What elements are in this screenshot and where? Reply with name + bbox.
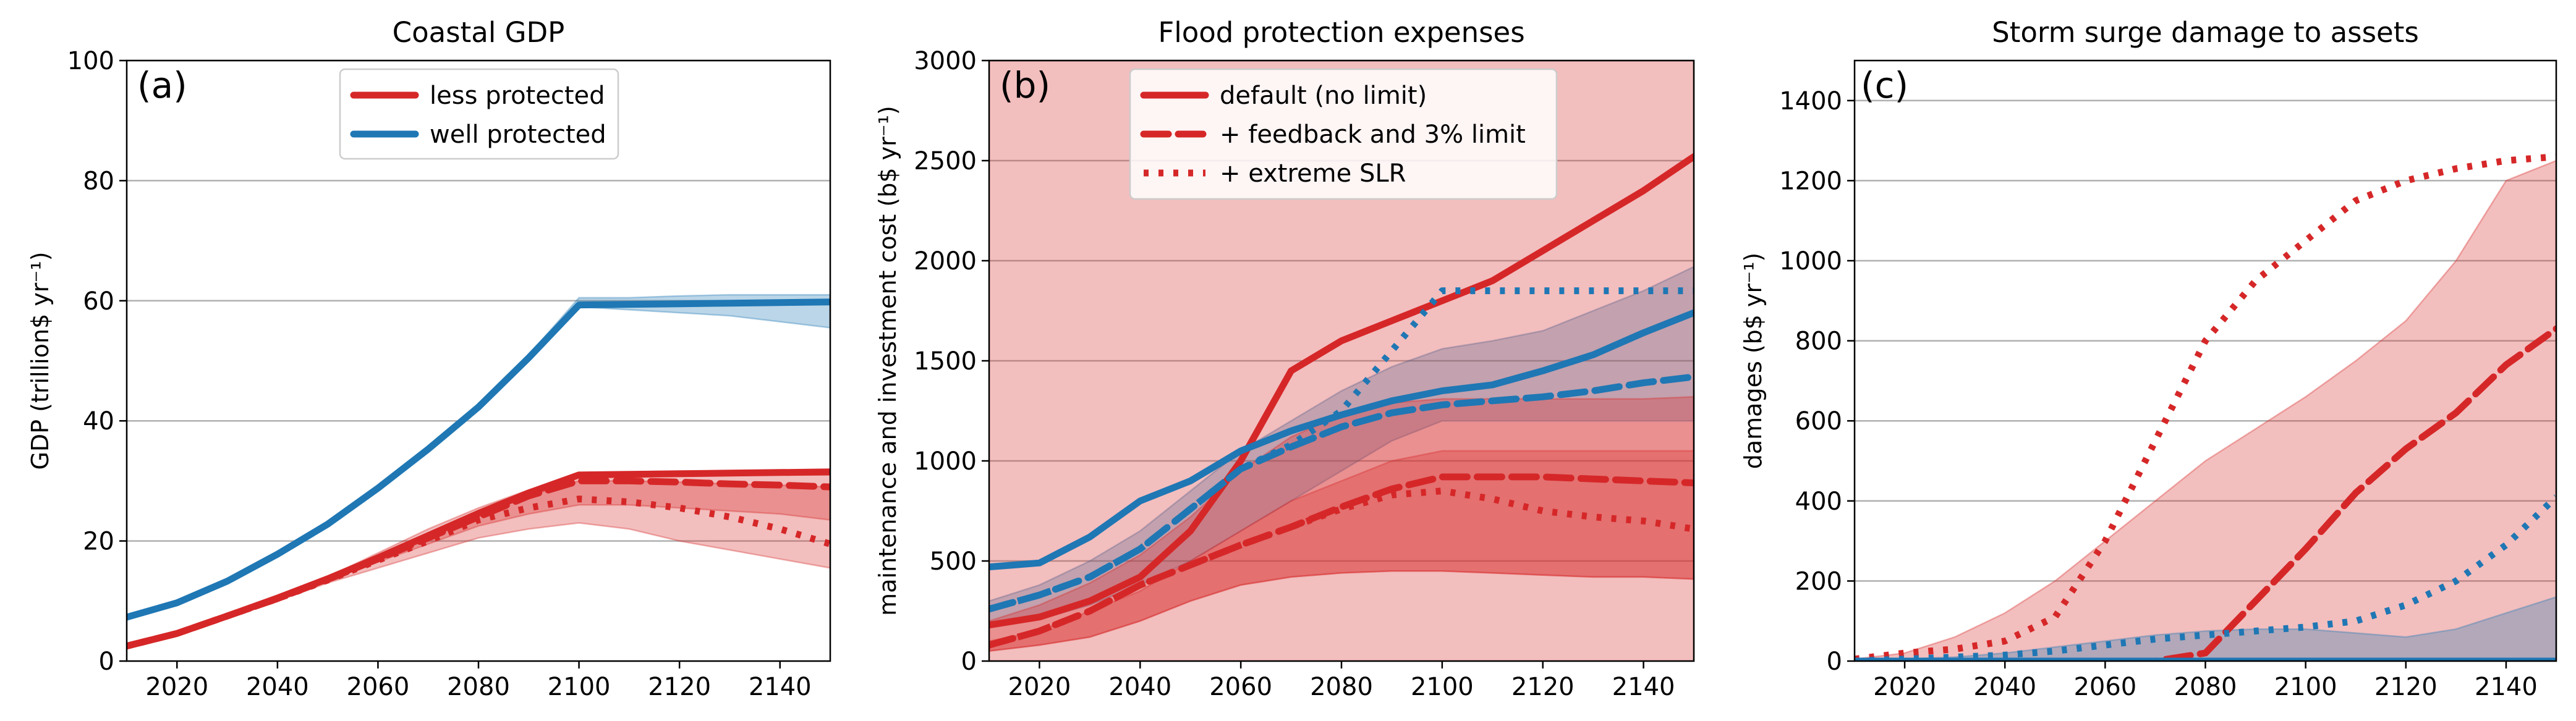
x-tick-label: 2100: [1411, 673, 1474, 701]
y-tick-label: 1500: [914, 347, 977, 376]
y-tick-label: 100: [67, 47, 114, 75]
y-tick-label: 40: [83, 407, 114, 436]
series-line: [1855, 325, 2556, 661]
plot-area: [989, 61, 1694, 661]
legend-label: less protected: [430, 82, 605, 110]
y-tick-label: 2500: [914, 147, 977, 175]
y-tick-label: 1000: [914, 447, 977, 476]
y-tick-label: 3000: [914, 47, 977, 75]
y-tick-label: 1400: [1779, 87, 1842, 116]
series-line: [127, 495, 830, 650]
chart-title: Storm surge damage to assets: [1992, 16, 2419, 49]
x-tick-label: 2040: [1108, 673, 1171, 701]
uncertainty-band: [127, 480, 830, 647]
x-tick-label: 2120: [2374, 673, 2438, 701]
x-tick-label: 2140: [749, 673, 812, 701]
y-tick-label: 1000: [1779, 247, 1842, 276]
x-tick-label: 2100: [548, 673, 611, 701]
panel-c: 2020 2040 2060 2080 2100 2120 2140 0 200 400 600 80…: [1740, 16, 2557, 701]
panel-label: (c): [1861, 64, 1908, 106]
y-tick-label: 0: [1827, 647, 1842, 676]
x-tick-label: 2140: [1612, 673, 1675, 701]
panel-a: 2020 2040 2060 2080 2100 2120 2140020406080100…: [27, 16, 831, 701]
legend-label: default (no limit): [1220, 82, 1427, 110]
y-tick-label: 80: [83, 167, 114, 195]
y-tick-label: 0: [99, 647, 114, 676]
panel-label: (b): [1000, 64, 1050, 106]
uncertainty-band: [989, 450, 1694, 652]
y-tick-label: 1200: [1779, 167, 1842, 195]
y-axis-label: damages (b$ yr⁻¹): [1740, 253, 1767, 470]
uncertainty-band: [127, 293, 830, 619]
legend-label: well protected: [430, 120, 606, 149]
x-tick-label: 2020: [1873, 673, 1936, 701]
y-tick-label: 0: [961, 647, 977, 676]
y-tick-label: 400: [1795, 487, 1842, 516]
uncertainty-band: [1855, 159, 2556, 661]
y-tick-label: 60: [83, 287, 114, 316]
series-line: [989, 153, 1694, 629]
x-tick-label: 2120: [648, 673, 711, 701]
legend: default (no limit) + feedback and 3% lim…: [1129, 68, 1558, 200]
y-tick-label: 200: [1795, 567, 1842, 596]
x-tick-label: 2100: [2274, 673, 2337, 701]
x-tick-label: 2060: [347, 673, 410, 701]
x-tick-label: 2020: [1008, 673, 1071, 701]
x-tick-label: 2060: [1209, 673, 1272, 701]
legend-label: + extreme SLR: [1220, 159, 1406, 188]
y-tick-label: 20: [83, 528, 114, 556]
series-line: [989, 309, 1694, 571]
x-tick-label: 2020: [145, 673, 208, 701]
x-tick-label: 2040: [1973, 673, 2036, 701]
legend-box: [1129, 68, 1558, 200]
x-tick-label: 2060: [2073, 673, 2136, 701]
y-axis-label: maintenance and investment cost (b$ yr⁻¹…: [874, 106, 901, 616]
panel-b: 2020 2040 2060 2080 2100 2120 2140 0 500 1000 1500…: [874, 16, 1695, 701]
x-tick-label: 2120: [1511, 673, 1575, 701]
panel-label: (a): [137, 64, 187, 106]
y-tick-label: 500: [930, 547, 977, 576]
plot-area: [127, 293, 830, 650]
legend-label: + feedback and 3% limit: [1220, 120, 1526, 149]
x-tick-label: 2080: [2174, 673, 2237, 701]
x-tick-label: 2080: [447, 673, 510, 701]
plot-area: [1855, 153, 2556, 661]
y-axis-label: GDP (trillion$ yr⁻¹): [27, 251, 54, 470]
uncertainty-band: [1855, 596, 2556, 661]
series-line: [989, 473, 1694, 649]
legend: less protected well protected: [339, 68, 619, 160]
x-tick-label: 2040: [246, 673, 309, 701]
y-tick-label: 600: [1795, 407, 1842, 436]
chart-title: Flood protection expenses: [1158, 16, 1524, 49]
x-tick-label: 2080: [1310, 673, 1373, 701]
y-tick-label: 800: [1795, 327, 1842, 356]
x-tick-label: 2140: [2475, 673, 2538, 701]
series-line: [989, 287, 1694, 613]
chart-title: Coastal GDP: [393, 16, 565, 49]
y-tick-label: 2000: [914, 247, 977, 276]
series-line: [127, 298, 830, 621]
series-line: [1855, 153, 2556, 661]
series-line: [989, 373, 1694, 613]
uncertainty-band: [989, 61, 1694, 652]
